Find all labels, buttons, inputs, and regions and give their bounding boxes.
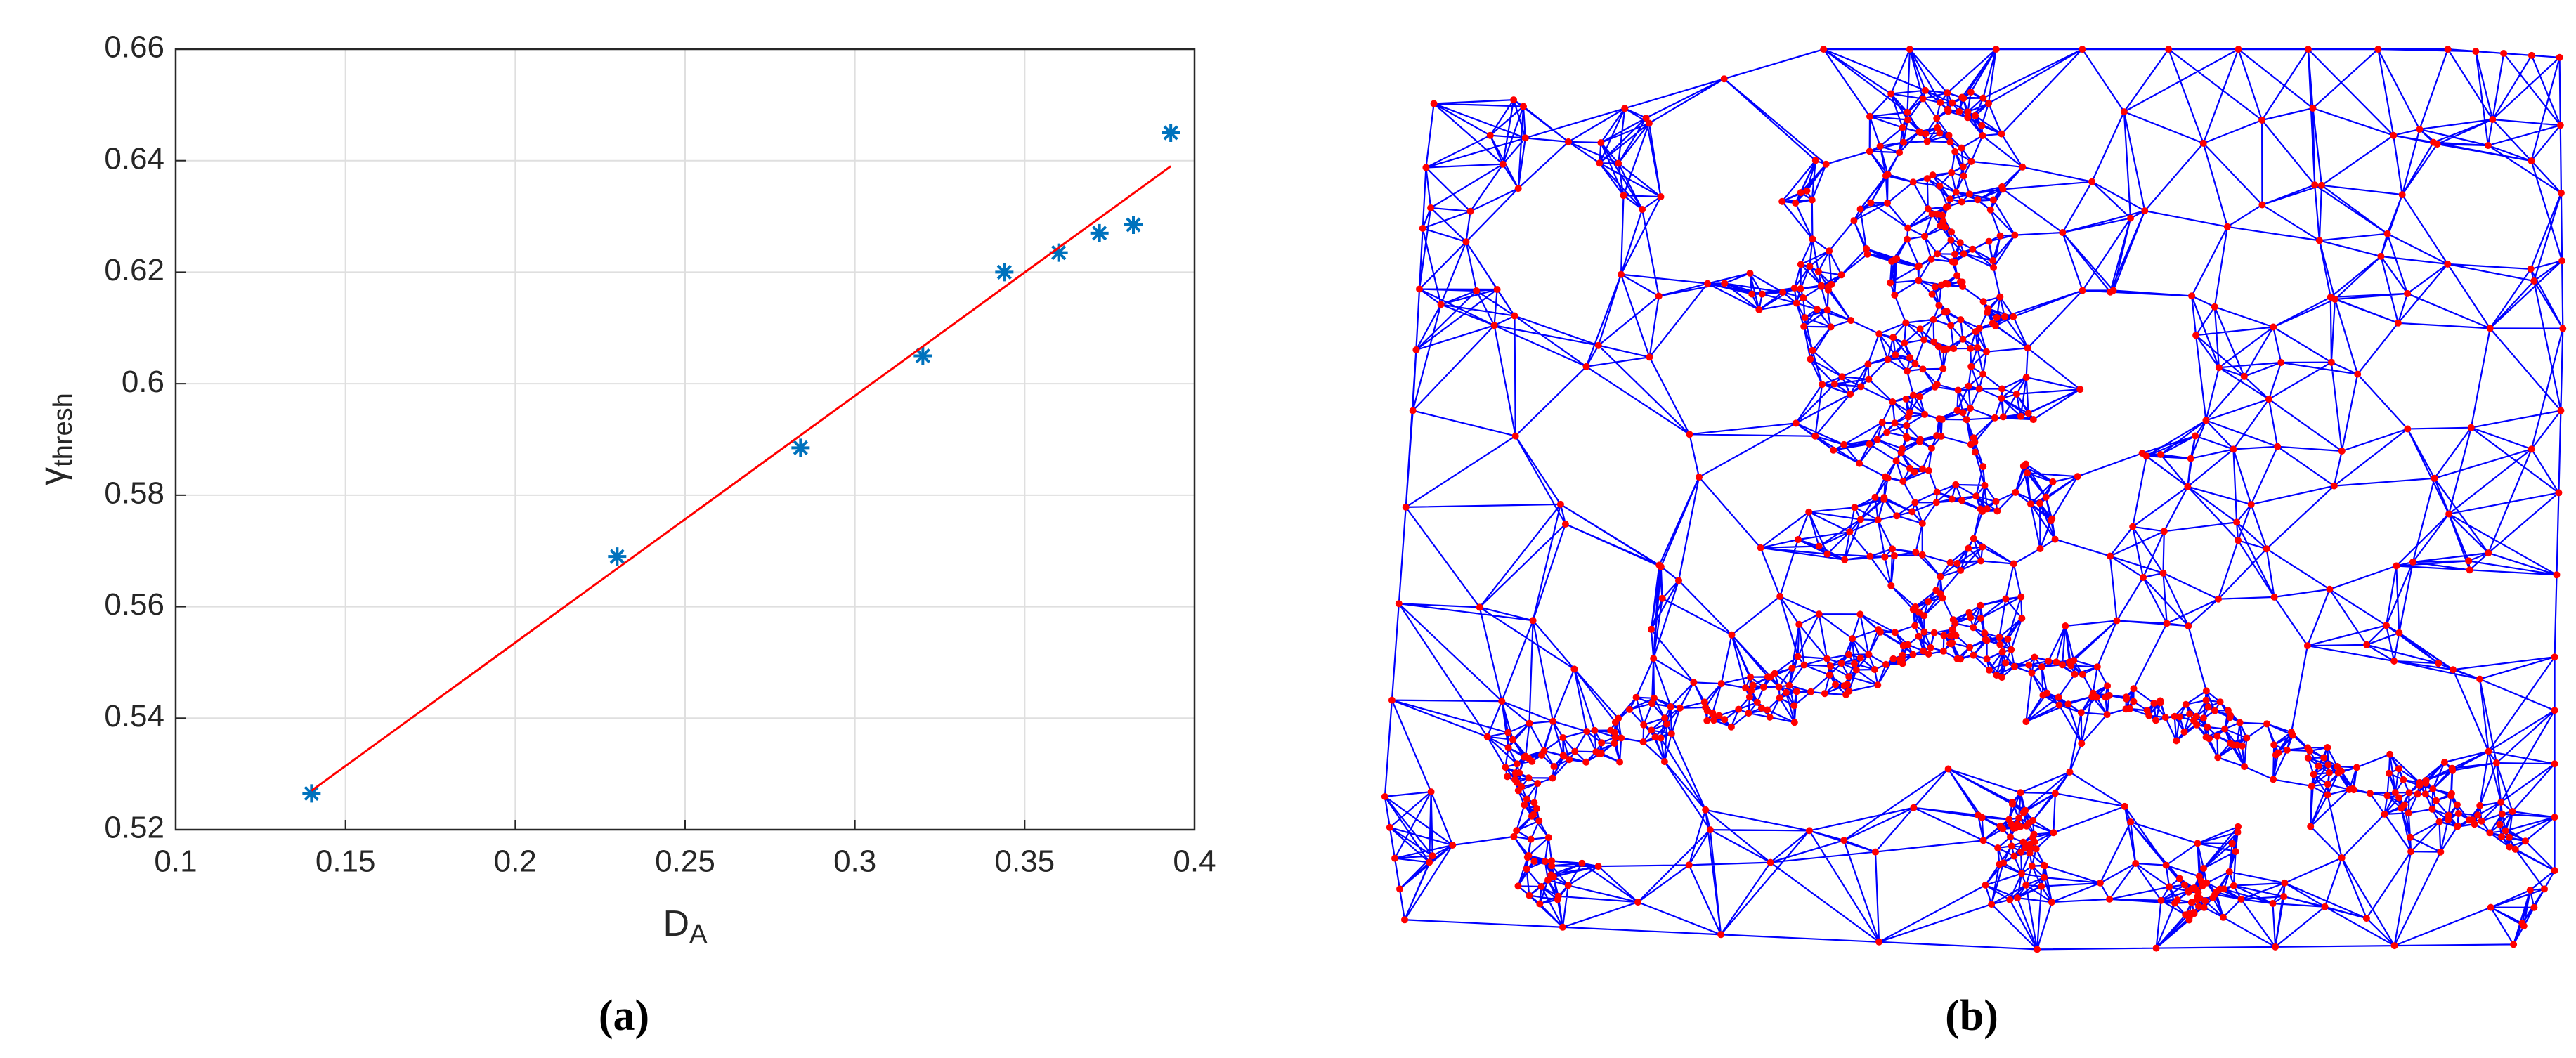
asterisk-marker xyxy=(1124,215,1143,234)
x-tick-label: 0.2 xyxy=(494,844,537,879)
axes-box xyxy=(174,48,1196,831)
y-tick-label: 0.64 xyxy=(104,141,164,176)
y-tick-label: 0.56 xyxy=(104,587,164,622)
y-tick-label: 0.62 xyxy=(104,253,164,287)
asterisk-marker xyxy=(995,263,1014,282)
asterisk-marker xyxy=(1162,124,1180,143)
asterisk-marker xyxy=(1049,243,1068,262)
x-tick-label: 0.35 xyxy=(995,844,1055,879)
asterisk-marker xyxy=(913,346,932,365)
caption-b: (b) xyxy=(1945,992,1998,1040)
y-tick-label: 0.6 xyxy=(122,365,164,399)
x-label-main: D xyxy=(663,903,690,944)
y-axis-label: γthresh xyxy=(32,393,78,485)
y-tick-label: 0.58 xyxy=(104,476,164,510)
x-tick-label: 0.15 xyxy=(316,844,376,879)
asterisk-marker xyxy=(608,547,627,566)
x-tick-label: 0.1 xyxy=(154,844,197,879)
asterisk-marker xyxy=(302,784,321,803)
asterisk-marker xyxy=(791,438,810,457)
asterisk-marker xyxy=(1090,223,1109,242)
fit-line xyxy=(311,165,1172,792)
y-label-sub: thresh xyxy=(48,393,78,467)
x-tick-label: 0.3 xyxy=(833,844,876,879)
x-label-sub: A xyxy=(689,920,708,949)
x-tick-label: 0.4 xyxy=(1173,844,1216,879)
caption-a: (a) xyxy=(599,992,649,1040)
y-tick-label: 0.52 xyxy=(104,811,164,845)
x-axis-label: DA xyxy=(663,903,708,949)
x-tick-label: 0.25 xyxy=(655,844,715,879)
y-label-main: γ xyxy=(32,467,73,485)
y-tick-label: 0.54 xyxy=(104,699,164,733)
y-tick-label: 0.66 xyxy=(104,30,164,65)
